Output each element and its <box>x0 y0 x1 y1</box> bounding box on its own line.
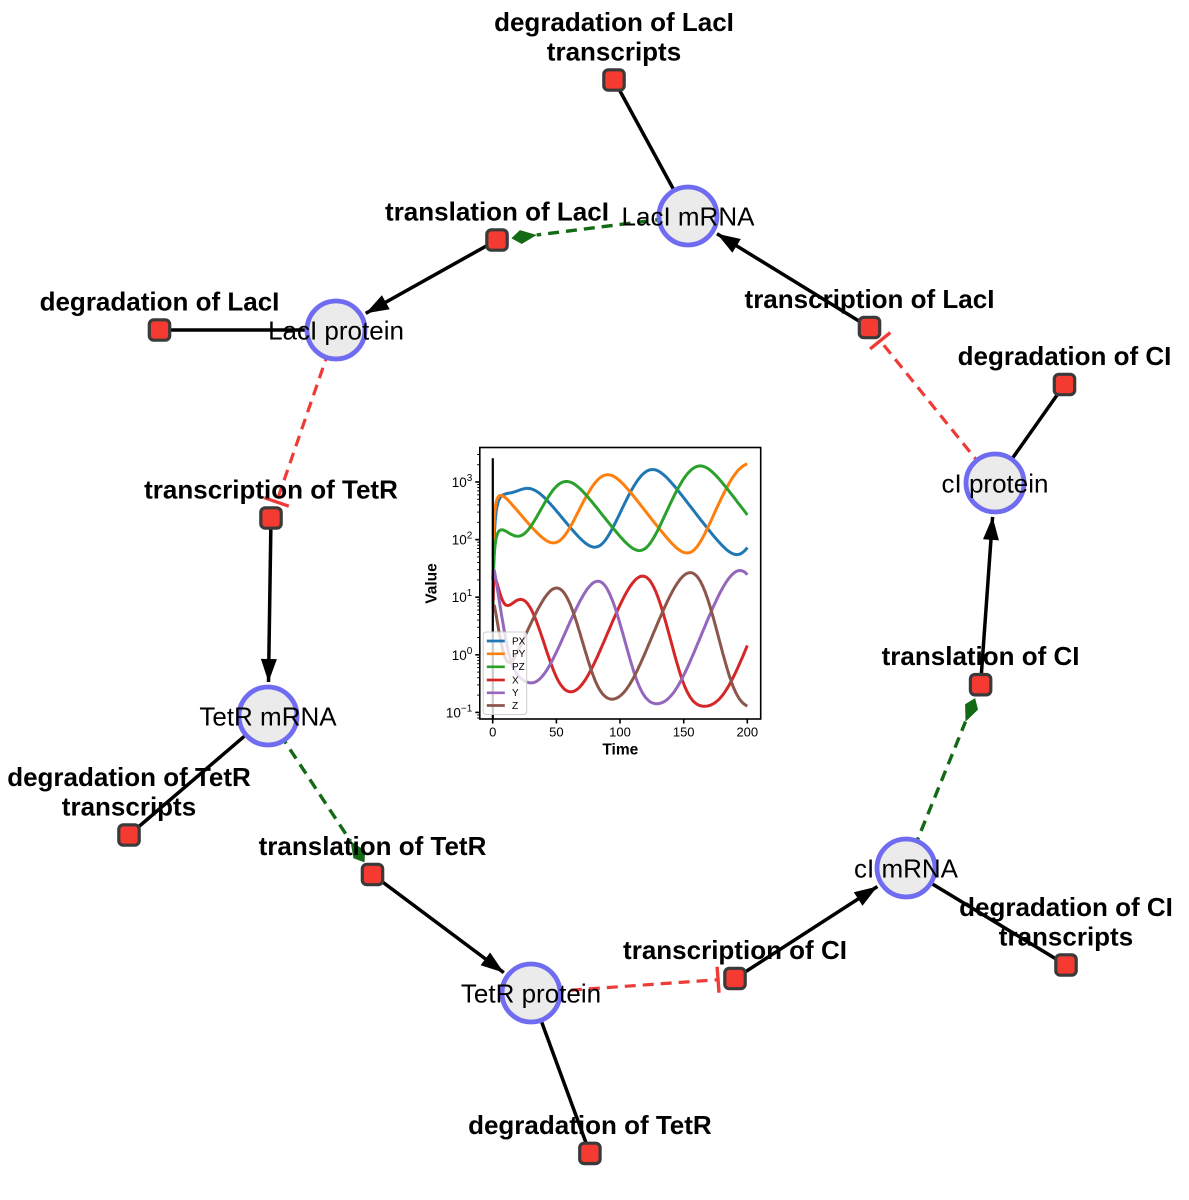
svg-text:degradation of TetR: degradation of TetR <box>7 762 251 792</box>
svg-text:degradation of LacI: degradation of LacI <box>40 287 280 317</box>
svg-text:transcription of CI: transcription of CI <box>623 935 847 965</box>
svg-text:transcripts: transcripts <box>62 792 196 822</box>
svg-text:PX: PX <box>512 636 526 647</box>
svg-text:PZ: PZ <box>512 662 525 673</box>
svg-text:TetR protein: TetR protein <box>461 979 601 1009</box>
svg-text:degradation of LacI: degradation of LacI <box>494 7 734 37</box>
svg-text:50: 50 <box>549 725 563 740</box>
svg-text:transcripts: transcripts <box>999 922 1133 952</box>
svg-text:PY: PY <box>512 649 526 660</box>
svg-text:transcription of TetR: transcription of TetR <box>144 475 398 505</box>
svg-text:Time: Time <box>602 742 638 759</box>
svg-text:transcripts: transcripts <box>547 37 681 67</box>
svg-text:150: 150 <box>673 725 695 740</box>
svg-text:X: X <box>512 675 519 686</box>
svg-text:Y: Y <box>512 688 519 699</box>
svg-text:degradation of CI: degradation of CI <box>959 892 1173 922</box>
svg-text:cI mRNA: cI mRNA <box>854 854 959 884</box>
svg-text:LacI protein: LacI protein <box>268 316 404 346</box>
svg-text:100: 100 <box>609 725 631 740</box>
svg-text:Z: Z <box>512 701 518 712</box>
svg-text:LacI mRNA: LacI mRNA <box>622 202 756 232</box>
svg-text:TetR mRNA: TetR mRNA <box>199 702 337 732</box>
svg-text:cI protein: cI protein <box>942 469 1049 499</box>
svg-text:0: 0 <box>489 725 496 740</box>
svg-text:translation of TetR: translation of TetR <box>259 831 487 861</box>
svg-text:degradation of CI: degradation of CI <box>958 341 1172 371</box>
svg-text:transcription of LacI: transcription of LacI <box>745 284 995 314</box>
svg-text:200: 200 <box>736 725 758 740</box>
svg-text:Value: Value <box>423 563 440 604</box>
svg-text:translation of LacI: translation of LacI <box>385 197 609 227</box>
svg-text:translation of CI: translation of CI <box>882 641 1080 671</box>
svg-text:degradation of TetR: degradation of TetR <box>468 1110 712 1140</box>
